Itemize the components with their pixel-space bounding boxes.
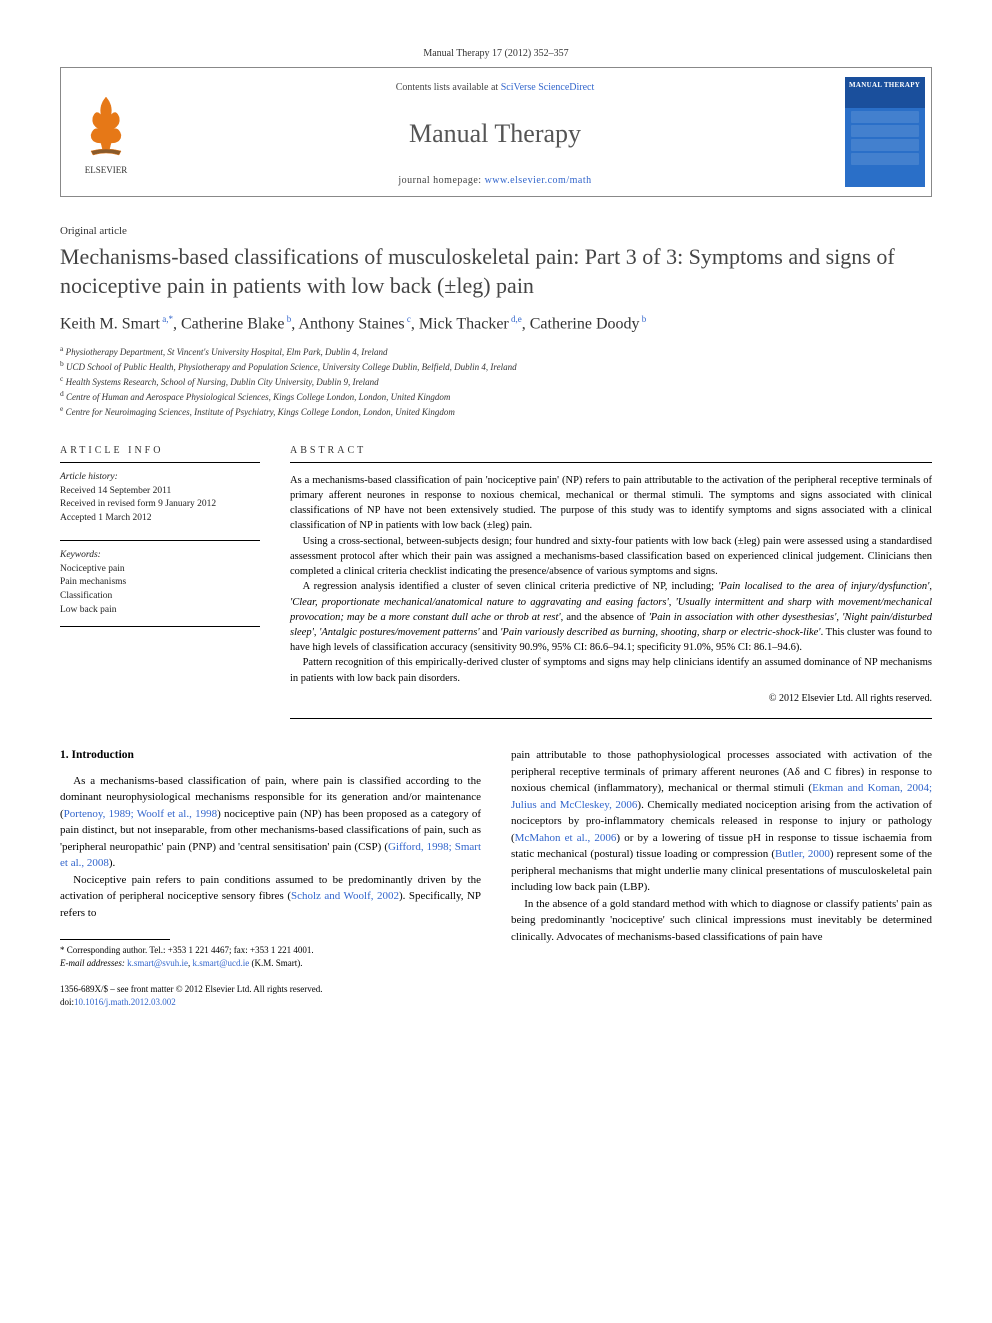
keyword: Classification [60,590,260,604]
front-matter-line: 1356-689X/$ – see front matter © 2012 El… [60,983,481,996]
corresponding-author: * Corresponding author. Tel.: +353 1 221… [60,944,481,957]
keyword: Low back pain [60,604,260,618]
intro-p1-cont: pain attributable to those pathophysiolo… [511,747,932,896]
abstract-column: ABSTRACT As a mechanisms-based classific… [290,435,932,720]
intro-p1: As a mechanisms-based classification of … [60,773,481,872]
affiliation-line: a Physiotherapy Department, St Vincent's… [60,344,932,359]
keywords-label: Keywords: [60,549,260,563]
journal-homepage: journal homepage: www.elsevier.com/math [398,175,591,186]
page: Manual Therapy 17 (2012) 352–357 ELSEVIE… [0,0,992,1048]
author-list: Keith M. Smart a,*, Catherine Blake b, A… [60,314,932,333]
journal-name: Manual Therapy [409,119,581,149]
affiliation-line: e Centre for Neuroimaging Sciences, Inst… [60,404,932,419]
elsevier-tree-icon: ELSEVIER [71,87,141,177]
email-link-2[interactable]: k.smart@ucd.ie [192,958,249,968]
article-history: Article history: Received 14 September 2… [60,462,260,526]
intro-p2: Nociceptive pain refers to pain conditio… [60,872,481,922]
intro-p3: In the absence of a gold standard method… [511,896,932,946]
abstract-p4: Pattern recognition of this empirically-… [290,655,932,685]
email-line: E-mail addresses: k.smart@svuh.ie, k.sma… [60,957,481,970]
abstract-heading: ABSTRACT [290,435,932,462]
accepted-date: Accepted 1 March 2012 [60,512,260,526]
doi-link[interactable]: 10.1016/j.math.2012.03.002 [74,997,176,1007]
body-column-right: pain attributable to those pathophysiolo… [511,747,932,1008]
history-label: Article history: [60,471,260,485]
keywords-block: Keywords: Nociceptive painPain mechanism… [60,540,260,627]
abstract-p3: A regression analysis identified a clust… [290,579,932,655]
abstract-text: As a mechanisms-based classification of … [290,462,932,720]
received-date: Received 14 September 2011 [60,485,260,499]
footnote-separator [60,939,170,940]
revised-date: Received in revised form 9 January 2012 [60,498,260,512]
affiliation-line: b UCD School of Public Health, Physiothe… [60,359,932,374]
doi-line: doi:10.1016/j.math.2012.03.002 [60,996,481,1009]
section-heading-introduction: 1. Introduction [60,747,481,764]
keyword: Pain mechanisms [60,576,260,590]
homepage-link[interactable]: www.elsevier.com/math [485,175,592,186]
article-type: Original article [60,225,932,237]
affiliations: a Physiotherapy Department, St Vincent's… [60,344,932,419]
article-title: Mechanisms-based classifications of musc… [60,243,932,300]
header-middle: Contents lists available at SciVerse Sci… [151,68,839,196]
article-info-heading: ARTICLE INFO [60,435,260,462]
contents-available: Contents lists available at SciVerse Sci… [396,82,595,93]
body-columns: 1. Introduction As a mechanisms-based cl… [60,747,932,1008]
footnotes: * Corresponding author. Tel.: +353 1 221… [60,944,481,969]
abstract-p1: As a mechanisms-based classification of … [290,473,932,534]
sciencedirect-link[interactable]: SciVerse ScienceDirect [501,82,595,93]
article-info-column: ARTICLE INFO Article history: Received 1… [60,435,260,720]
cover-title-text: MANUAL THERAPY [849,81,921,89]
affiliation-line: d Centre of Human and Aerospace Physiolo… [60,389,932,404]
journal-cover-thumbnail: MANUAL THERAPY [845,77,925,187]
running-citation: Manual Therapy 17 (2012) 352–357 [60,48,932,59]
affiliation-line: c Health Systems Research, School of Nur… [60,374,932,389]
publisher-logo-cell: ELSEVIER [61,68,151,196]
publisher-name: ELSEVIER [85,165,128,175]
cover-thumbnail-cell: MANUAL THERAPY [839,68,931,196]
body-column-left: 1. Introduction As a mechanisms-based cl… [60,747,481,1008]
journal-header: ELSEVIER Contents lists available at Sci… [60,67,932,197]
keyword: Nociceptive pain [60,563,260,577]
info-abstract-row: ARTICLE INFO Article history: Received 1… [60,435,932,720]
page-footer: 1356-689X/$ – see front matter © 2012 El… [60,983,481,1008]
abstract-p2: Using a cross-sectional, between-subject… [290,534,932,580]
email-link-1[interactable]: k.smart@svuh.ie [127,958,188,968]
abstract-copyright: © 2012 Elsevier Ltd. All rights reserved… [290,692,932,707]
